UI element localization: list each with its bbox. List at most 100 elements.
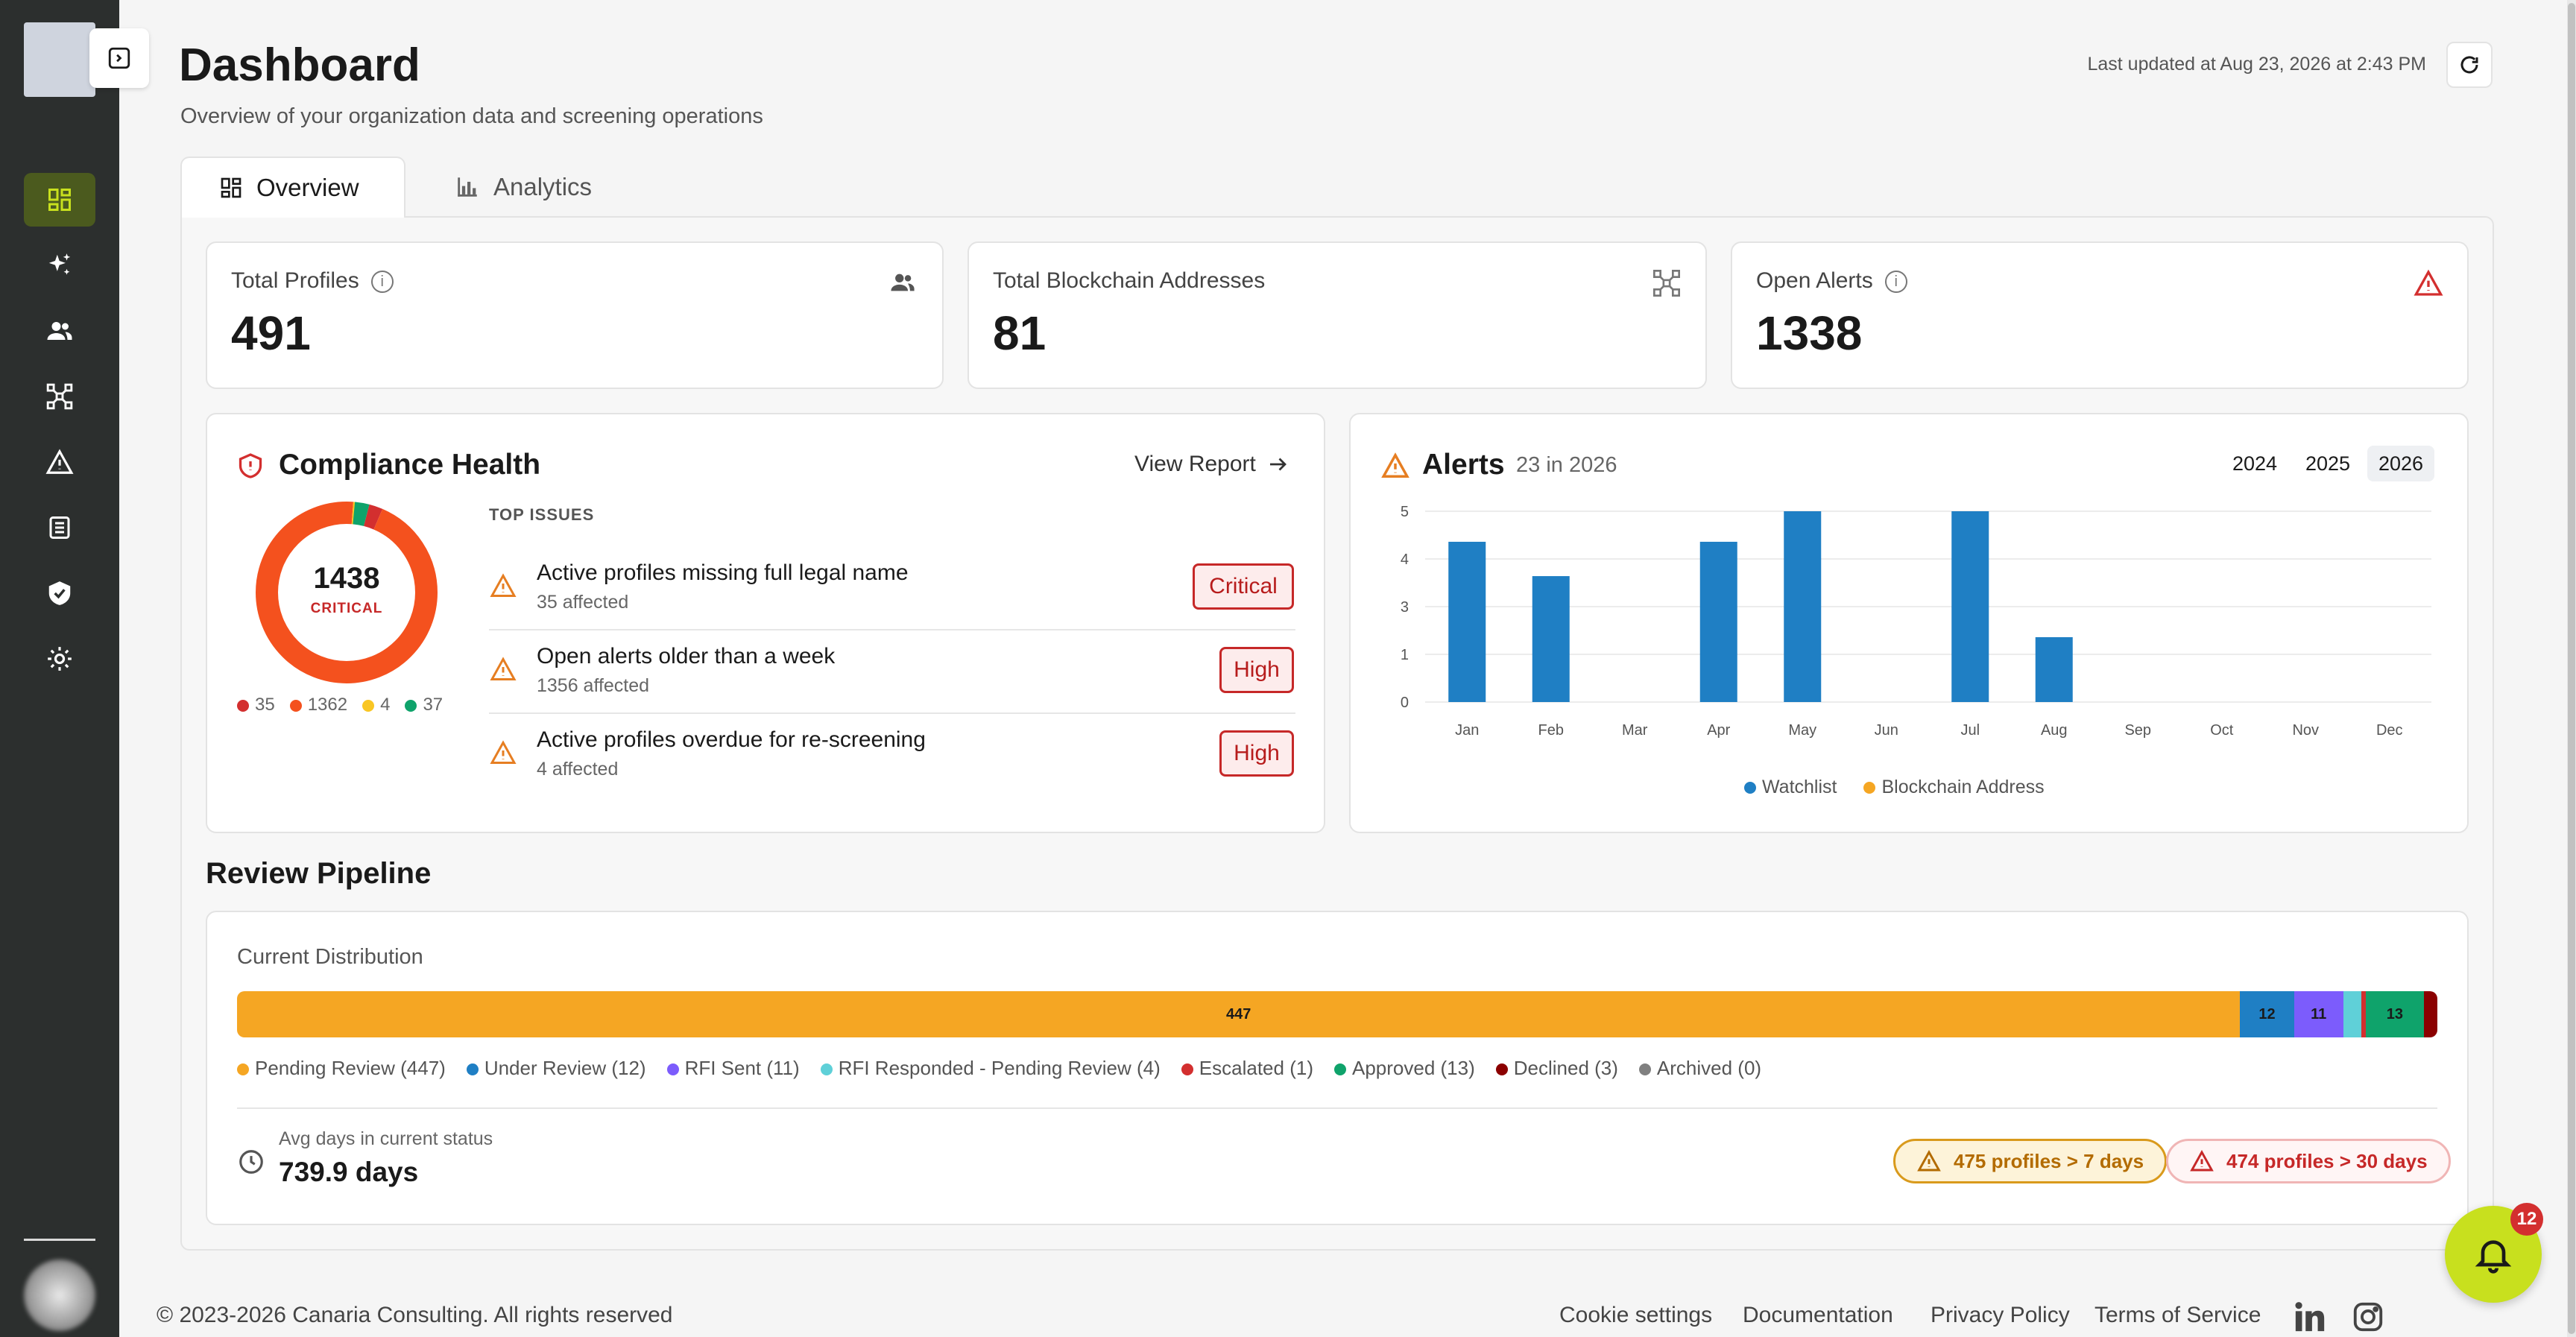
- footer-link-cookie-settings[interactable]: Cookie settings: [1559, 1303, 1713, 1327]
- legend-value: 4: [380, 695, 391, 715]
- legend-item-high: 1362: [289, 695, 347, 715]
- sidebar-item-compliance[interactable]: [24, 566, 95, 620]
- donut-legend: 35 1362 4 37: [237, 695, 443, 715]
- avg-days-value: 739.9 days: [279, 1157, 419, 1187]
- pipeline-legend-item[interactable]: RFI Sent (11): [666, 1057, 800, 1080]
- pipeline-legend-item[interactable]: Under Review (12): [466, 1057, 646, 1080]
- alerts-bar-chart: 0 1 3 4 5 Jan Feb Mar Apr May Jun Jul Aug Sep Oct Nov De…: [1401, 504, 2431, 739]
- view-report-label: View Report: [1134, 452, 1256, 476]
- issue-title: Active profiles missing full legal name: [537, 560, 909, 585]
- legend-value: 37: [423, 695, 443, 715]
- pipeline-segment[interactable]: [2361, 991, 2366, 1037]
- pipeline-legend: Pending Review (447) Under Review (12) RFI…: [237, 1057, 1761, 1080]
- scrollbar-thumb[interactable]: [2568, 3, 2575, 1334]
- pipeline-segment[interactable]: 12: [2240, 991, 2294, 1037]
- legend-dot: [1638, 1063, 1651, 1076]
- pipeline-segment[interactable]: [2343, 991, 2361, 1037]
- chart-bar-feb[interactable]: [1532, 576, 1570, 702]
- pipeline-segment[interactable]: 13: [2365, 991, 2424, 1037]
- pipeline-legend-item[interactable]: Pending Review (447): [237, 1057, 446, 1080]
- stat-label-open-alerts: Open Alerts i: [1756, 268, 1907, 294]
- tab-analytics[interactable]: Analytics: [417, 157, 629, 218]
- clock-icon: [239, 1150, 263, 1174]
- pipeline-legend-item[interactable]: Approved (13): [1333, 1057, 1475, 1080]
- pipeline-legend-item[interactable]: Declined (3): [1495, 1057, 1618, 1080]
- y-tick-label: 1: [1401, 647, 1409, 663]
- x-tick-label: Dec: [2376, 722, 2403, 739]
- compliance-health-card: Compliance Health View Report 1438 CRITI…: [206, 413, 1325, 833]
- instagram-icon[interactable]: [2351, 1300, 2385, 1334]
- donut-segment[interactable]: [256, 502, 438, 683]
- stat-label-text: Total Profiles: [231, 268, 359, 293]
- legend-value: 35: [255, 695, 275, 715]
- stat-card-total-profiles: Total Profiles i 491: [206, 241, 944, 389]
- sidebar-collapse-button[interactable]: [89, 28, 149, 88]
- stat-label-total-profiles: Total Profiles i: [231, 268, 394, 294]
- legend-dot: [1744, 782, 1756, 794]
- tab-overview[interactable]: Overview: [180, 157, 405, 218]
- issue-divider: [489, 712, 1295, 714]
- linkedin-icon[interactable]: [2293, 1300, 2327, 1334]
- x-tick-label: Apr: [1707, 722, 1730, 739]
- issue-affected: 4 affected: [537, 759, 619, 780]
- year-button-2026[interactable]: 2026: [2367, 446, 2434, 481]
- pipeline-legend-item[interactable]: Escalated (1): [1181, 1057, 1313, 1080]
- legend-label: Blockchain Address: [1881, 777, 2045, 797]
- chart-bar-jan[interactable]: [1448, 541, 1486, 702]
- sidebar-item-profiles[interactable]: [24, 304, 95, 358]
- pipeline-segment[interactable]: 447: [237, 991, 2241, 1037]
- pipeline-legend-item[interactable]: RFI Responded - Pending Review (4): [820, 1057, 1161, 1080]
- chart-bar-jul[interactable]: [1951, 511, 1989, 702]
- y-tick-label: 0: [1401, 695, 1409, 711]
- footer-link-privacy-policy[interactable]: Privacy Policy: [1931, 1303, 2070, 1327]
- view-report-link[interactable]: View Report: [1134, 452, 1289, 477]
- alerts-title: Alerts: [1422, 449, 1505, 481]
- warning-7-days-pill[interactable]: 475 profiles > 7 days: [1893, 1139, 2168, 1183]
- info-icon[interactable]: i: [1884, 271, 1907, 294]
- chart-bar-aug[interactable]: [2035, 636, 2073, 702]
- sidebar-toggle-icon: [108, 47, 130, 69]
- users-icon: [891, 274, 915, 291]
- users-icon: [47, 322, 72, 340]
- warning-30-days-text: 474 profiles > 30 days: [2226, 1149, 2428, 1172]
- sidebar-item-dashboard[interactable]: [24, 173, 95, 227]
- y-tick-label: 3: [1401, 599, 1409, 616]
- issue-title: Active profiles overdue for re-screening: [537, 727, 926, 752]
- arrow-right-icon: [1269, 458, 1287, 471]
- x-tick-label: Oct: [2210, 722, 2234, 739]
- stat-value-blockchain-addresses: 81: [993, 306, 1046, 360]
- year-button-2025[interactable]: 2025: [2305, 452, 2351, 475]
- footer-link-documentation[interactable]: Documentation: [1743, 1303, 1893, 1327]
- stat-label-blockchain-addresses: Total Blockchain Addresses: [993, 268, 1266, 293]
- pipeline-segment[interactable]: 11: [2294, 991, 2343, 1037]
- pipeline-legend-item[interactable]: Archived (0): [1638, 1057, 1761, 1080]
- legend-label: RFI Responded - Pending Review (4): [838, 1057, 1161, 1079]
- x-tick-label: Sep: [2124, 722, 2151, 739]
- sidebar-item-ai[interactable]: [24, 238, 95, 292]
- legend-item-blockchain-address[interactable]: Blockchain Address: [1863, 777, 2045, 798]
- page-subtitle: Overview of your organization data and s…: [180, 104, 763, 128]
- year-button-2024[interactable]: 2024: [2232, 452, 2278, 475]
- sidebar-item-alerts[interactable]: [24, 435, 95, 489]
- warning-7-days-text: 475 profiles > 7 days: [1954, 1149, 2144, 1172]
- info-icon[interactable]: i: [370, 271, 394, 294]
- page-title: Dashboard: [179, 39, 420, 91]
- legend-item-watchlist[interactable]: Watchlist: [1744, 777, 1837, 798]
- sidebar-item-settings[interactable]: [24, 632, 95, 686]
- warning-30-days-pill[interactable]: 474 profiles > 30 days: [2166, 1139, 2451, 1183]
- compliance-donut-chart: [256, 502, 438, 683]
- chart-bar-apr[interactable]: [1699, 541, 1737, 702]
- x-tick-label: Jun: [1875, 722, 1898, 739]
- severity-badge-critical: Critical: [1193, 563, 1294, 610]
- avatar[interactable]: [24, 1259, 95, 1331]
- refresh-button[interactable]: [2446, 42, 2493, 88]
- sidebar-item-blockchain[interactable]: [24, 370, 95, 423]
- warning-icon: [1917, 1149, 1941, 1172]
- footer-link-terms-of-service[interactable]: Terms of Service: [2094, 1303, 2261, 1327]
- legend-label: Under Review (12): [484, 1057, 646, 1079]
- refresh-icon: [2460, 56, 2478, 74]
- pipeline-segment[interactable]: [2423, 991, 2437, 1037]
- chart-bar-may[interactable]: [1784, 511, 1822, 702]
- sidebar-item-reports[interactable]: [24, 501, 95, 554]
- stat-card-blockchain-addresses: Total Blockchain Addresses 81: [967, 241, 1707, 389]
